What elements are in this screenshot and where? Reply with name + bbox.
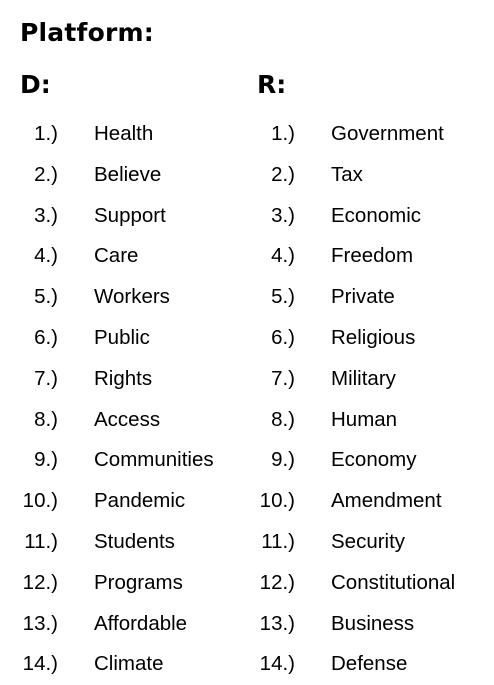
item-word: Business [331,611,415,635]
list-item: 11.) Security [237,522,494,563]
item-number: 7.) [271,366,295,390]
item-word: Tax [331,162,363,186]
item-number: 6.) [34,325,58,349]
item-number: 7.) [34,366,58,390]
item-number: 1.) [34,122,58,145]
list-item: 4.) Care [0,236,240,277]
item-word: Government [331,122,444,145]
list-item: 6.) Public [0,318,240,359]
list-item: 3.) Support [0,196,240,237]
item-number: 13.) [22,611,58,635]
item-word: Economic [331,203,422,227]
item-number: 4.) [34,244,58,268]
list-item: 7.) Rights [0,359,240,400]
item-word: Economy [331,448,417,472]
item-word: Believe [94,162,162,186]
item-word: Freedom [331,244,414,268]
item-word: Climate [94,652,164,676]
item-number: 12.) [22,570,58,594]
item-number: 10.) [259,489,295,513]
item-word: Affordable [94,611,188,635]
list-item: 9.) Communities [0,440,240,481]
list-item: 1.) Health [0,114,240,155]
list-item: 8.) Access [0,400,240,441]
item-word: Human [331,407,398,431]
list-item: 7.) Military [237,359,494,400]
item-number: 5.) [271,285,295,309]
column-heading-r: R: [257,70,287,99]
item-word: Constitutional [331,570,456,594]
item-number: 5.) [34,285,58,309]
list-item: 8.) Human [237,400,494,441]
item-word: Religious [331,325,416,349]
item-word: Public [94,325,150,349]
item-number: 8.) [34,407,58,431]
list-item: 5.) Private [237,277,494,318]
list-item: 11.) Students [0,522,240,563]
list-item: 14.) Defense [237,644,494,685]
list-item: 6.) Religious [237,318,494,359]
item-number: 6.) [271,325,295,349]
item-number: 9.) [271,448,295,472]
item-word: Access [94,407,161,431]
list-item: 3.) Economic [237,196,494,237]
item-word: Military [331,366,396,390]
item-number: 4.) [271,244,295,268]
item-word: Support [94,203,166,227]
item-word: Health [94,122,154,145]
list-item: 9.) Economy [237,440,494,481]
item-word: Defense [331,652,408,676]
item-word: Security [331,529,406,553]
item-word: Care [94,244,139,268]
list-item: 10.) Pandemic [0,481,240,522]
item-word: Communities [94,448,214,472]
item-number: 3.) [271,203,295,227]
item-word: Programs [94,570,183,594]
list-item: 13.) Affordable [0,604,240,645]
item-number: 1.) [271,122,295,145]
list-item: 14.) Climate [0,644,240,685]
word-list-d: 1.) Health 2.) Believe 3.) Support 4.) Care 5.) W… [0,114,240,685]
item-number: 11.) [24,529,58,553]
item-number: 12.) [259,570,295,594]
list-item: 1.) Government [237,114,494,155]
list-item: 10.) Amendment [237,481,494,522]
column-heading-d: D: [20,70,51,99]
item-word: Pandemic [94,489,186,513]
item-number: 11.) [261,529,295,553]
page-title: Platform: [20,18,154,47]
item-number: 13.) [259,611,295,635]
item-number: 2.) [34,162,58,186]
item-number: 8.) [271,407,295,431]
item-number: 2.) [271,162,295,186]
item-word: Amendment [331,489,442,513]
list-item: 13.) Business [237,604,494,645]
item-word: Private [331,285,395,309]
list-item: 5.) Workers [0,277,240,318]
word-list-r: 1.) Government 2.) Tax 3.) Economic 4.) Freedom… [237,114,494,685]
item-word: Workers [94,285,170,309]
item-number: 14.) [259,652,295,676]
item-number: 3.) [34,203,58,227]
item-word: Students [94,529,175,553]
list-item: 12.) Constitutional [237,563,494,604]
list-item: 4.) Freedom [237,236,494,277]
item-number: 14.) [22,652,58,676]
list-item: 2.) Believe [0,155,240,196]
list-item: 2.) Tax [237,155,494,196]
item-word: Rights [94,366,153,390]
list-item: 12.) Programs [0,563,240,604]
item-number: 9.) [34,448,58,472]
item-number: 10.) [22,489,58,513]
